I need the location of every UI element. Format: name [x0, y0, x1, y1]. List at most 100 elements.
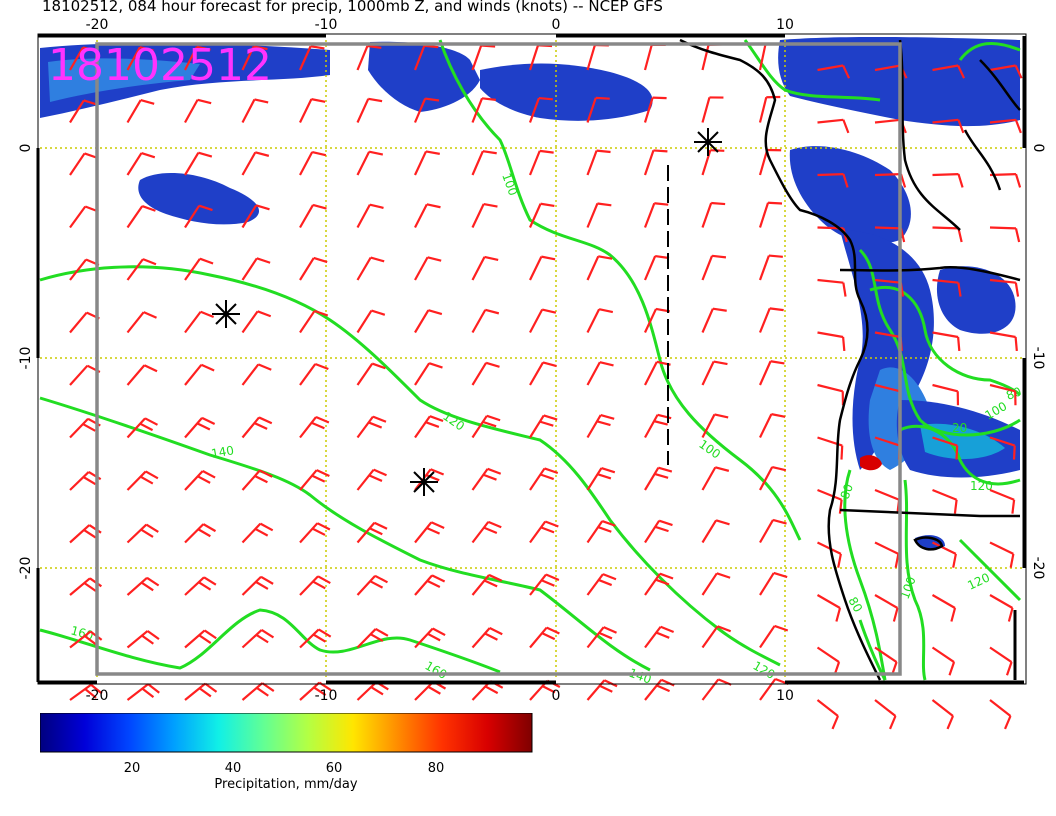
map-title: 18102512, 084 hour forecast for precip, …	[42, 0, 663, 15]
wind-barb	[701, 360, 728, 386]
lat-label-left: -10	[18, 347, 34, 370]
wind-barb	[298, 45, 325, 71]
wind-barb	[356, 203, 384, 229]
map-frame	[36, 33, 1027, 685]
wind-barb	[126, 205, 156, 229]
wind-barb	[586, 308, 614, 333]
wind-barb	[529, 255, 556, 281]
wind-barb	[701, 572, 731, 596]
wind-barb	[644, 678, 675, 701]
wind-barb	[817, 331, 846, 352]
coastline	[667, 38, 1021, 681]
lon-label-bottom: 0	[552, 688, 561, 704]
contour-north-east-2	[958, 41, 1021, 61]
wind-barb	[471, 414, 501, 439]
wind-barb	[413, 44, 439, 71]
wind-barb	[69, 205, 99, 229]
wind-barb	[69, 311, 100, 334]
wind-barb	[586, 414, 615, 439]
wind-barb	[414, 256, 442, 281]
wind-barb	[817, 118, 850, 134]
wind-barb	[989, 383, 1017, 406]
wind-barb	[758, 201, 783, 228]
wind-barb	[701, 149, 725, 176]
island	[913, 536, 944, 551]
contour-label: 120	[970, 479, 993, 493]
wind-barb	[356, 468, 387, 491]
wind-barb	[586, 467, 616, 491]
wind-barb	[817, 278, 847, 297]
wind-barb	[989, 331, 1018, 352]
wind-barb	[126, 311, 157, 334]
contour-label: 80	[838, 482, 856, 501]
wind-barb	[126, 470, 159, 491]
wind-barb	[932, 172, 964, 188]
wind-barb	[184, 682, 218, 701]
wind-barb	[299, 203, 327, 229]
lon-label-bottom: -10	[315, 688, 338, 704]
wind-barb	[701, 96, 724, 123]
wind-barb	[471, 44, 496, 71]
wind-barb	[471, 255, 499, 281]
wind-barb	[299, 469, 330, 491]
wind-barb	[931, 594, 957, 622]
wind-barb	[529, 414, 558, 439]
wind-barb	[932, 64, 966, 79]
wind-barb	[69, 683, 103, 701]
wind-barb	[356, 362, 386, 386]
wind-barb	[126, 523, 159, 544]
wind-barb	[69, 152, 99, 176]
contour-80-east	[843, 469, 887, 681]
lon-label-top: 10	[776, 17, 794, 33]
colorbar-tick-label: 40	[225, 761, 242, 776]
lat-label-left: 0	[18, 144, 34, 153]
wind-barb	[241, 310, 272, 334]
wind-barb	[471, 202, 498, 228]
wind-barb	[701, 413, 729, 439]
wind-barb	[126, 576, 160, 596]
africa-inland-border-3	[839, 508, 1020, 518]
wind-barb	[643, 149, 668, 176]
wind-barb	[989, 699, 1012, 730]
wind-barb	[701, 201, 726, 228]
wind-barb	[586, 361, 614, 386]
wind-barb	[874, 541, 900, 568]
wind-barb	[241, 575, 274, 596]
wind-barb	[932, 436, 959, 460]
wind-barb	[126, 99, 155, 124]
contour-100-north	[438, 39, 802, 541]
wind-barb	[989, 226, 1021, 243]
wind-barb	[299, 522, 331, 544]
africa-inland-border-5	[979, 59, 1021, 111]
precip-spot-red	[860, 455, 882, 471]
wind-barb	[126, 364, 158, 386]
colorbar-caption: Precipitation, mm/day	[214, 777, 357, 792]
wind-barb	[299, 575, 331, 596]
wind-barb	[69, 46, 97, 71]
wind-barb	[184, 363, 215, 386]
wind-barb	[701, 519, 730, 544]
colorbar	[39, 712, 533, 753]
wind-barb	[241, 469, 273, 491]
wind-barb	[241, 363, 272, 386]
wind-barb	[701, 678, 732, 701]
lat-label-right: 0	[1030, 144, 1046, 153]
wind-barb	[932, 488, 958, 514]
wind-barb	[643, 43, 666, 71]
wind-barb	[414, 521, 445, 544]
wind-barb	[414, 627, 446, 649]
africa-inland-border-2	[839, 266, 1021, 282]
wind-barb	[241, 416, 273, 439]
africa-inland-border-4	[963, 129, 1002, 191]
wind-barb	[759, 413, 786, 438]
wind-barb	[414, 415, 444, 439]
wind-barb	[874, 646, 898, 676]
wind-barb	[874, 699, 897, 730]
wind-barb	[414, 574, 446, 596]
wind-barb	[989, 488, 1016, 514]
wind-barb	[356, 309, 386, 334]
wind-barb	[989, 541, 1015, 568]
wind-barb	[528, 96, 553, 123]
lat-label-right: -10	[1030, 347, 1046, 370]
